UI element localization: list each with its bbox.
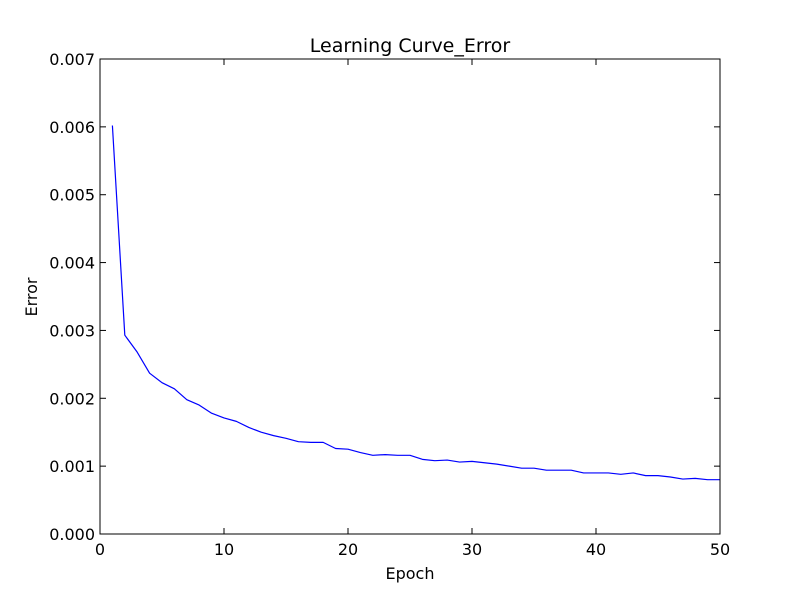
y-tick-label: 0.001	[49, 457, 95, 476]
plot-frame	[99, 58, 721, 535]
x-tick-label: 30	[462, 540, 482, 559]
plot-data-layer	[111, 125, 720, 481]
x-axis-label: Epoch	[386, 564, 435, 583]
y-tick-label: 0.000	[49, 525, 95, 544]
x-tick-label: 40	[586, 540, 606, 559]
ticks-layer: 0 10 20 30 40 50 0.000 0.001 0.002 0.003 0.004 0.00…	[49, 50, 730, 559]
chart-title: Learning Curve_Error	[310, 35, 511, 57]
y-axis-label: Error	[22, 277, 41, 316]
x-tick-label: 20	[338, 540, 358, 559]
y-tick-label: 0.004	[49, 254, 95, 273]
y-tick-label: 0.007	[49, 50, 95, 69]
x-tick-label: 50	[710, 540, 730, 559]
y-tick-label: 0.006	[49, 118, 95, 137]
y-tick-label: 0.003	[49, 321, 95, 340]
series-line-1	[111, 125, 720, 481]
y-tick-label: 0.002	[49, 389, 95, 408]
x-tick-label: 10	[214, 540, 234, 559]
y-tick-label: 0.005	[49, 186, 95, 205]
x-tick-label: 0	[95, 540, 105, 559]
